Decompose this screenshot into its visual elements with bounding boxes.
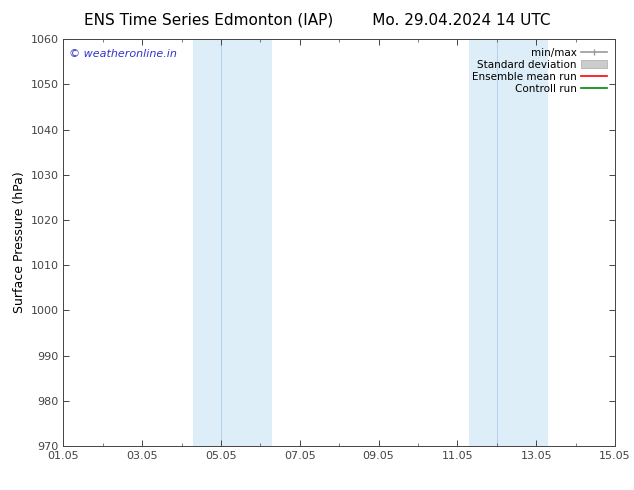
Bar (221, 39, 272, 446)
Bar (469, 39, 497, 446)
Legend: min/max, Standard deviation, Ensemble mean run, Controll run: min/max, Standard deviation, Ensemble me… (469, 45, 610, 97)
Bar (497, 39, 548, 446)
Text: ENS Time Series Edmonton (IAP)        Mo. 29.04.2024 14 UTC: ENS Time Series Edmonton (IAP) Mo. 29.04… (84, 12, 550, 27)
Y-axis label: Surface Pressure (hPa): Surface Pressure (hPa) (13, 172, 26, 314)
Text: © weatheronline.in: © weatheronline.in (69, 49, 177, 59)
Bar (193, 39, 221, 446)
